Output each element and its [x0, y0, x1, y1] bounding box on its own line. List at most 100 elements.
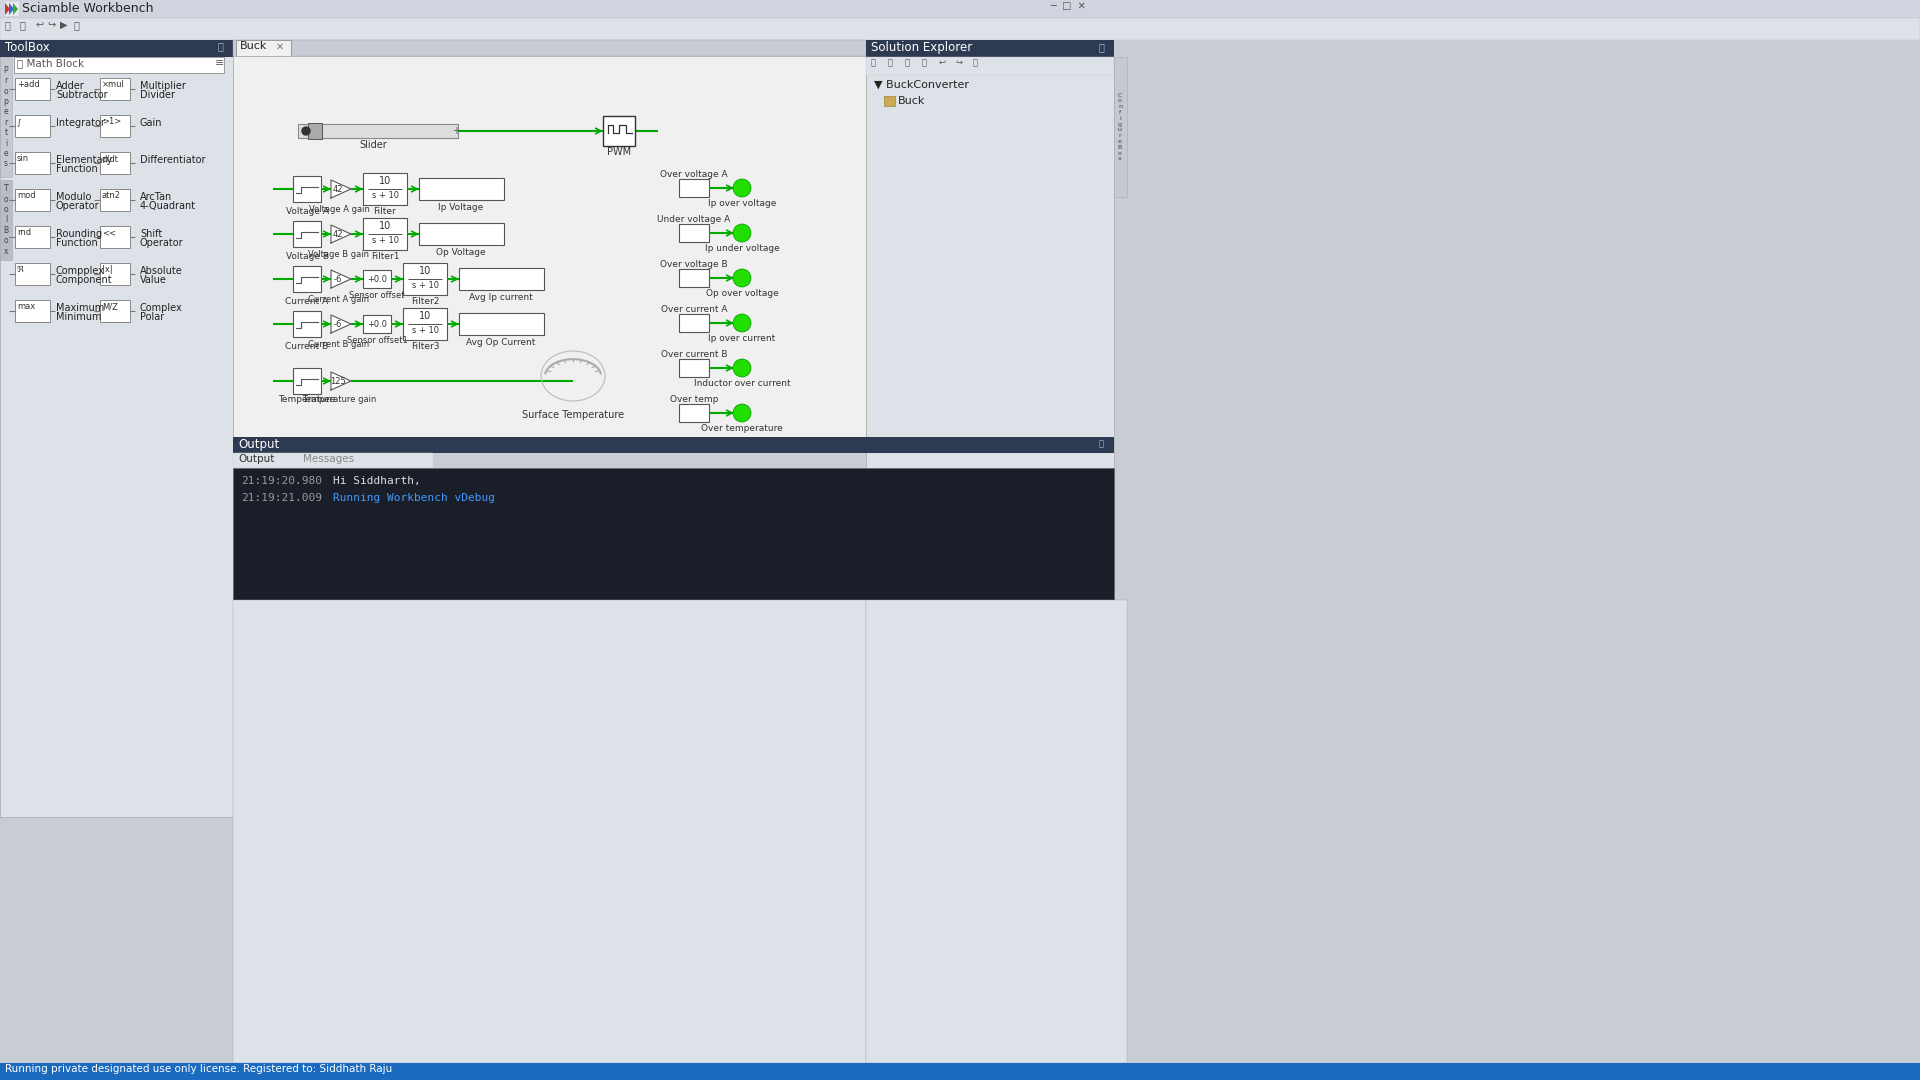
Bar	[100, 189, 131, 211]
Circle shape	[733, 269, 751, 287]
Text: 🔍 Math Block: 🔍 Math Block	[17, 58, 84, 68]
Text: Inductor over current: Inductor over current	[693, 379, 791, 388]
Text: Sensor offset: Sensor offset	[349, 291, 405, 300]
Bar	[294, 176, 321, 202]
Bar	[1114, 57, 1127, 197]
Text: sin: sin	[17, 154, 29, 163]
Text: ▼ BuckConverter: ▼ BuckConverter	[874, 80, 970, 90]
Text: Polar: Polar	[140, 312, 165, 322]
Bar	[15, 114, 50, 137]
Circle shape	[733, 404, 751, 422]
Text: Absolute: Absolute	[140, 266, 182, 276]
Polygon shape	[330, 270, 351, 288]
Text: Multiplier: Multiplier	[140, 81, 186, 91]
Text: Differentiator: Differentiator	[140, 156, 205, 165]
Bar	[294, 368, 321, 394]
Text: Over temperature: Over temperature	[701, 424, 783, 433]
Text: Component: Component	[56, 275, 113, 285]
Text: 21:19:21.009: 21:19:21.009	[242, 492, 323, 503]
Bar	[298, 124, 459, 138]
Text: ↪: ↪	[46, 21, 56, 30]
Text: 10: 10	[378, 221, 392, 231]
Text: |x|: |x|	[102, 265, 113, 274]
Text: ∫: ∫	[17, 117, 21, 126]
Bar	[0, 40, 232, 816]
Bar	[0, 0, 1920, 18]
Text: ⬛: ⬛	[872, 58, 876, 67]
Text: Over current A: Over current A	[660, 305, 728, 314]
Bar	[866, 57, 1114, 75]
Text: Modulo: Modulo	[56, 192, 92, 202]
Text: Buck: Buck	[240, 41, 267, 51]
Text: Value: Value	[140, 275, 167, 285]
Text: Current A gain: Current A gain	[309, 295, 369, 303]
Bar	[603, 116, 636, 146]
Bar	[680, 269, 708, 287]
Bar	[866, 600, 1127, 1063]
Text: Ip over voltage: Ip over voltage	[708, 199, 776, 208]
Bar	[236, 40, 292, 56]
Circle shape	[733, 359, 751, 377]
Bar	[100, 152, 131, 174]
Text: Operator: Operator	[56, 201, 100, 211]
Text: ▶: ▶	[60, 21, 67, 30]
Bar	[403, 308, 447, 340]
Text: s + 10: s + 10	[371, 191, 399, 200]
Text: Over voltage B: Over voltage B	[660, 260, 728, 269]
Text: Compplex: Compplex	[56, 266, 106, 276]
Text: Ip Voltage: Ip Voltage	[438, 203, 484, 212]
Text: 21:19:20.980: 21:19:20.980	[242, 476, 323, 486]
Text: >1>: >1>	[102, 117, 121, 126]
Bar	[232, 600, 866, 1063]
Text: Sensor offset1: Sensor offset1	[348, 336, 407, 345]
Bar	[0, 18, 1920, 40]
Bar	[403, 264, 447, 295]
Bar	[0, 57, 12, 177]
Text: Filter3: Filter3	[411, 342, 440, 351]
Bar	[100, 78, 131, 100]
Text: 42: 42	[332, 185, 344, 194]
Text: Avg Ip current: Avg Ip current	[468, 293, 534, 302]
Text: Avg Op Current: Avg Op Current	[467, 338, 536, 347]
Text: 📌: 📌	[1098, 438, 1104, 448]
Circle shape	[733, 179, 751, 197]
Text: mod: mod	[17, 191, 36, 200]
Bar	[100, 300, 131, 322]
Text: Surface Temperature: Surface Temperature	[522, 410, 624, 420]
Text: s + 10: s + 10	[411, 326, 438, 335]
Polygon shape	[330, 315, 351, 333]
Bar	[15, 78, 50, 100]
Bar	[232, 56, 866, 437]
Bar	[15, 189, 50, 211]
Text: Output: Output	[238, 438, 278, 451]
Text: Ip under voltage: Ip under voltage	[705, 244, 780, 253]
Text: ⬛: ⬛	[904, 58, 910, 67]
Bar	[294, 266, 321, 292]
Bar	[6, 2, 19, 16]
Text: Current B: Current B	[286, 342, 328, 351]
Text: ToolBox: ToolBox	[6, 41, 50, 54]
Text: Running Workbench vDebug: Running Workbench vDebug	[332, 492, 495, 503]
Text: 125: 125	[330, 377, 346, 386]
Text: Voltage B gain: Voltage B gain	[309, 249, 369, 259]
Text: C
o
n
f
i
g
u
r
e
B
o
x: C o n f i g u r e B o x	[1117, 93, 1121, 161]
Text: Temperature: Temperature	[278, 395, 336, 404]
Polygon shape	[6, 3, 10, 15]
Text: Output: Output	[238, 454, 275, 464]
Text: ✕: ✕	[276, 42, 284, 52]
Text: Shift: Shift	[140, 229, 163, 239]
Text: rnd: rnd	[17, 228, 31, 237]
Polygon shape	[13, 3, 17, 15]
Text: Elementary: Elementary	[56, 156, 111, 165]
Text: Subtractor: Subtractor	[56, 90, 108, 100]
Bar	[419, 222, 503, 245]
Bar	[15, 152, 50, 174]
Text: Voltage B: Voltage B	[286, 252, 328, 261]
Text: s + 10: s + 10	[411, 281, 438, 291]
Text: Slider: Slider	[359, 140, 386, 150]
Text: Operator: Operator	[140, 238, 184, 248]
Text: Voltage A gain: Voltage A gain	[309, 205, 369, 214]
Text: +0.0: +0.0	[367, 320, 388, 329]
Bar	[0, 1063, 1920, 1080]
Text: ⬛: ⬛	[973, 58, 977, 67]
